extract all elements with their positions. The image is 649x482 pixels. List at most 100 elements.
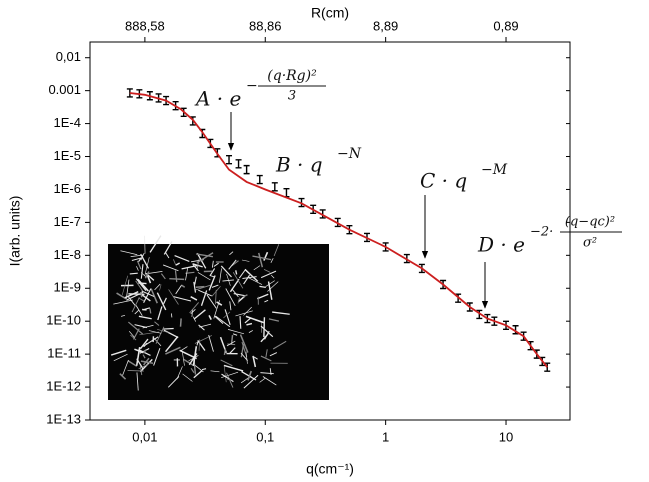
inset-fiber — [195, 284, 211, 291]
inset-fiber — [240, 352, 248, 361]
inset-fiber — [214, 315, 224, 324]
inset-fiber — [141, 290, 155, 298]
inset-fiber — [213, 300, 220, 319]
inset-fiber — [262, 376, 277, 386]
inset-fiber — [157, 306, 163, 321]
inset-fiber — [162, 264, 179, 272]
inset-fiber — [258, 252, 264, 268]
inset-fiber — [227, 329, 245, 335]
inset-fiber — [138, 364, 149, 370]
inset-fiber — [195, 285, 205, 289]
inset-fiber — [129, 272, 138, 275]
inset-fiber — [229, 251, 234, 256]
inset-fiber — [138, 257, 142, 262]
plot-frame — [89, 41, 571, 421]
inset-fiber — [142, 336, 159, 347]
inset-fiber — [185, 268, 188, 281]
top-axis-label: R(cm) — [311, 5, 349, 21]
inset-fiber — [197, 272, 211, 281]
data-point — [512, 325, 519, 335]
inset-fiber — [223, 364, 244, 372]
inset-fiber — [142, 354, 146, 359]
annotation-c: C · q — [420, 169, 467, 193]
inset-fiber — [139, 291, 143, 298]
inset-fiber — [180, 284, 186, 288]
inset-fiber — [229, 301, 232, 311]
inset-fiber — [260, 325, 274, 338]
inset-fiber — [153, 348, 161, 366]
inset-fiber — [243, 306, 252, 316]
x-tick-label: 10 — [499, 429, 513, 444]
inset-fiber — [229, 347, 236, 355]
inset-fiber — [196, 341, 199, 346]
inset-fiber — [172, 295, 192, 302]
inset-fiber — [268, 318, 280, 322]
top-tick-label: 0,89 — [493, 18, 518, 33]
inset-fiber — [232, 333, 238, 336]
inset-fiber — [252, 355, 257, 368]
inset-fiber — [198, 339, 200, 351]
inset-fiber — [244, 268, 259, 282]
inset-fiber — [196, 252, 214, 264]
inset-fiber — [270, 258, 274, 263]
inset-fiber — [150, 288, 158, 304]
inset-fiber — [182, 373, 193, 382]
inset-fiber — [191, 309, 193, 317]
inset-fiber — [220, 265, 232, 278]
inset-fiber — [140, 360, 154, 365]
inset-fiber — [211, 285, 221, 297]
annotation-a-numerator: (q·Rg)² — [267, 68, 317, 84]
top-tick-label: 88,86 — [249, 18, 282, 33]
inset-fiber — [122, 359, 129, 376]
inset-fiber — [213, 262, 219, 267]
inset-fiber — [136, 372, 139, 391]
x-tick-label: 0,01 — [132, 429, 157, 444]
inset-fiber — [113, 353, 128, 362]
inset-fiber — [273, 244, 280, 257]
inset-fiber — [134, 309, 140, 315]
inset-fiber — [137, 278, 149, 292]
inset-fiber — [142, 349, 147, 354]
inset-fiber — [252, 255, 272, 261]
inset-fiber — [231, 288, 239, 298]
inset-fiber — [130, 334, 137, 341]
inset-fiber — [193, 309, 206, 320]
inset-fiber — [144, 271, 150, 279]
y-tick-label: 0,01 — [56, 49, 81, 64]
inset-fiber — [173, 259, 177, 266]
inset-fiber — [163, 329, 179, 339]
inset-fiber — [160, 273, 166, 280]
inset-fiber — [143, 288, 152, 303]
x-tick-label: 0,1 — [256, 429, 274, 444]
top-tick-label: 888,58 — [125, 18, 165, 33]
inset-fiber — [196, 252, 207, 269]
y-tick-label: 1E-13 — [46, 411, 81, 426]
inset-fiber — [120, 250, 138, 256]
inset-fiber — [239, 334, 249, 353]
inset-fiber — [174, 270, 178, 283]
annotation-a-exponent: − — [246, 78, 258, 94]
inset-fiber — [253, 356, 258, 360]
annotation-b: B · q — [275, 153, 323, 177]
inset-fiber — [225, 288, 236, 307]
inset-fiber — [168, 289, 179, 305]
inset-fiber — [231, 260, 239, 267]
inset-fiber — [127, 369, 144, 372]
inset-fiber — [126, 291, 144, 301]
data-point — [243, 164, 250, 175]
inset-fiber — [156, 292, 167, 311]
inset-fiber — [253, 265, 261, 271]
inset-fiber — [227, 378, 232, 381]
inset-fiber — [128, 293, 145, 295]
inset-fiber — [180, 346, 188, 351]
inset-fiber — [221, 371, 239, 379]
data-point — [226, 155, 233, 165]
inset-fiber — [210, 370, 220, 373]
inset-fiber — [121, 275, 129, 296]
inset-fiber — [174, 255, 190, 263]
data-point — [476, 309, 483, 320]
inset-fiber — [229, 278, 240, 293]
inset-fiber — [226, 340, 236, 347]
inset-fiber — [219, 268, 222, 283]
